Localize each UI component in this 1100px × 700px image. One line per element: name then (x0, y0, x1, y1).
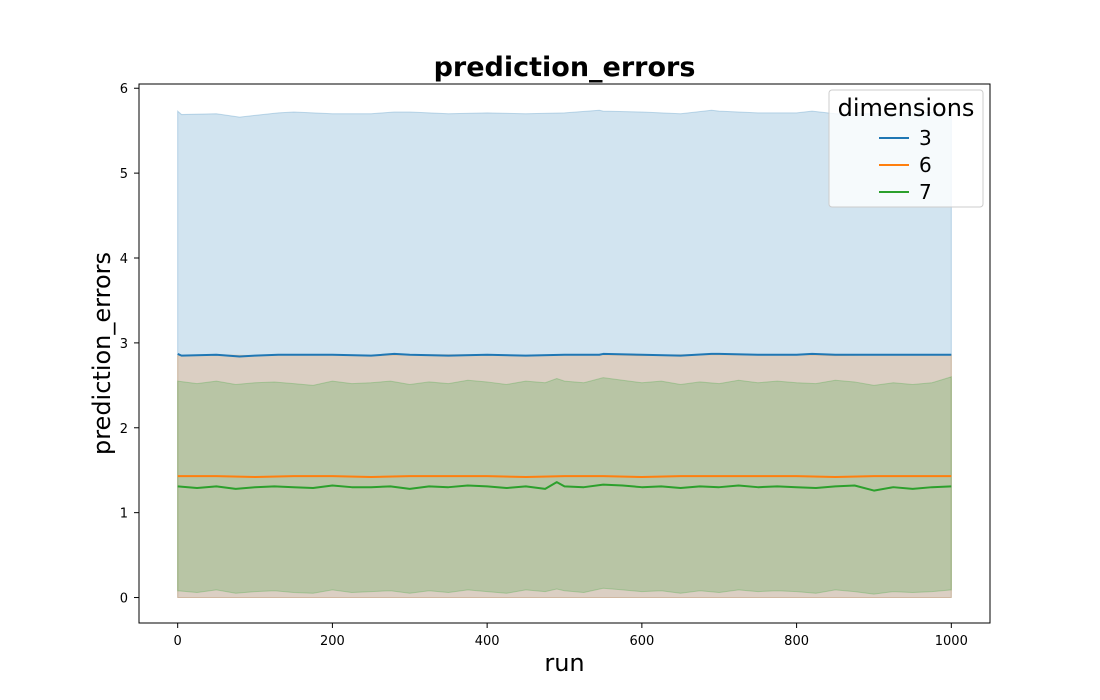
plot-frame (138, 83, 991, 624)
y-tick-label: 3 (120, 337, 128, 352)
legend-label-6: 6 (919, 153, 932, 177)
y-tick-label: 6 (120, 82, 128, 97)
x-tick-label: 1000 (935, 634, 968, 649)
x-axis: 0 200 400 600 800 1000 (174, 623, 968, 649)
y-axis-label: prediction_errors (88, 252, 116, 455)
x-tick-label: 200 (320, 634, 345, 649)
legend-box (828, 89, 984, 208)
x-tick-label: 600 (629, 634, 654, 649)
line-series-7 (177, 481, 952, 492)
x-axis-label: run (544, 649, 584, 677)
y-tick-label: 2 (120, 422, 128, 437)
legend-entries: 3 6 7 (879, 126, 932, 204)
y-tick-label: 0 (120, 592, 128, 607)
y-axis: 0 1 2 3 4 5 6 (120, 82, 139, 607)
y-tick-label: 5 (120, 167, 128, 182)
legend: dimensions 3 6 7 (828, 89, 984, 208)
x-tick-label: 400 (475, 634, 500, 649)
series-lines (177, 352, 952, 492)
legend-title: dimensions (838, 94, 975, 122)
chart-title: prediction_errors (434, 52, 696, 83)
line-series-3 (177, 352, 952, 358)
x-tick-label: 800 (784, 634, 809, 649)
line-series-6 (177, 475, 952, 478)
y-tick-label: 1 (120, 507, 128, 522)
x-tick-label: 0 (174, 634, 182, 649)
y-tick-label: 4 (120, 252, 128, 267)
legend-label-7: 7 (919, 180, 932, 204)
legend-label-3: 3 (919, 126, 932, 150)
